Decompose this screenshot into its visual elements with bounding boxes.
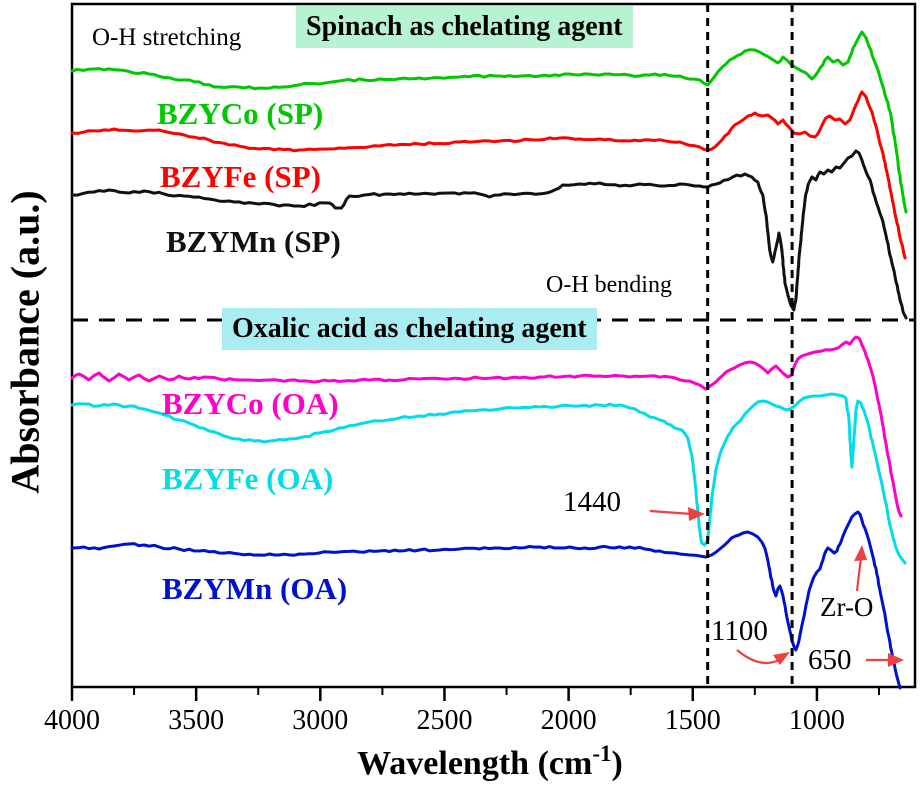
annotation-band-650: 650: [808, 644, 852, 676]
x-axis-title-main: Wavelength (cm: [357, 745, 593, 782]
series-label-bzyfe-oa: BZYFe (OA): [162, 461, 334, 496]
spectrum-curve-bzyfe-oa: [70, 392, 907, 565]
x-axis-title-superscript: -1: [592, 741, 612, 766]
x-tick-label: 3500: [168, 705, 224, 736]
x-tick-label: 2000: [541, 705, 597, 736]
spectrum-curve-bzymn-oa: [70, 510, 902, 690]
spectrum-curve-bzyfe-sp: [70, 90, 907, 260]
annotation-zr-o: Zr-O: [820, 592, 874, 622]
spectrum-curve-bzyco-oa: [70, 335, 903, 518]
arrow-to-1440-band-head: [688, 507, 705, 521]
x-tick-label: 1000: [789, 705, 845, 736]
annotation-band-1100: 1100: [711, 615, 768, 647]
y-axis-title: Absorbance (a.u.): [2, 190, 48, 494]
series-label-bzyco-oa: BZYCo (OA): [162, 386, 339, 421]
arrow-to-zr-o-peak-head: [854, 545, 867, 561]
arrow-to-650-band-head: [888, 653, 904, 667]
x-tick-label: 1500: [665, 705, 721, 736]
annotation-band-1440: 1440: [563, 486, 621, 518]
arrow-to-1440-band-shaft: [649, 509, 693, 516]
arrow-to-zr-o-peak-shaft: [855, 556, 863, 592]
arrow-to-1100-band-head: [773, 652, 790, 665]
annotation-oh-bending: O-H bending: [546, 272, 672, 298]
spectrum-curve-bzymn-sp: [70, 149, 908, 320]
plot-frame: [70, 2, 917, 689]
group-header-oxalic-acid: Oxalic acid as chelating agent: [222, 308, 597, 350]
series-label-bzyfe-sp: BZYFe (SP): [160, 159, 322, 194]
series-label-bzymn-sp: BZYMn (SP): [166, 224, 341, 259]
series-label-bzymn-oa: BZYMn (OA): [162, 571, 348, 606]
spectrum-curve-bzyco-sp: [70, 30, 908, 214]
x-axis-title: Wavelength (cm-1): [60, 741, 920, 783]
x-tick-label: 4000: [44, 705, 100, 736]
series-label-bzyco-sp: BZYCo (SP): [157, 96, 324, 131]
group-header-spinach: Spinach as chelating agent: [296, 6, 633, 48]
annotation-oh-stretching: O-H stretching: [92, 24, 242, 51]
x-tick-label: 2500: [416, 705, 472, 736]
x-axis-title-close: ): [611, 745, 623, 782]
x-tick-label: 3000: [292, 705, 348, 736]
